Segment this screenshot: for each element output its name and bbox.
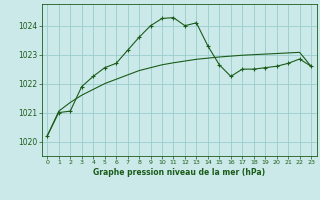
X-axis label: Graphe pression niveau de la mer (hPa): Graphe pression niveau de la mer (hPa) <box>93 168 265 177</box>
